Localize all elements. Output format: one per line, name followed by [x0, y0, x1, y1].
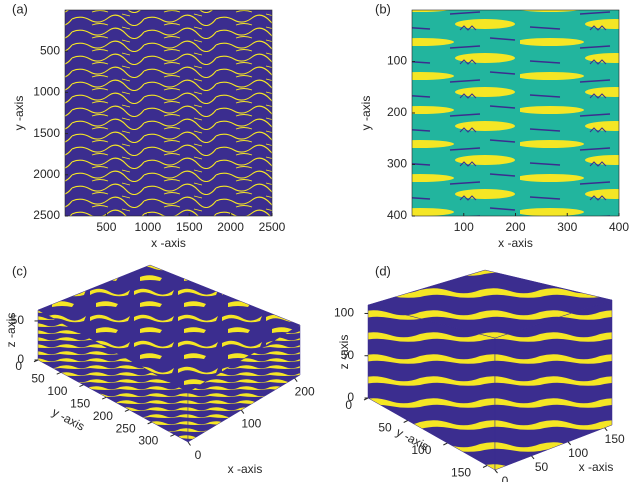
y-tick: [403, 420, 408, 423]
y-tick: [482, 465, 488, 468]
image-field: [64, 9, 273, 217]
x-tick-label: 1000: [134, 220, 161, 234]
x-tick-label: 2500: [259, 220, 286, 234]
z-tick-label: 50: [11, 313, 25, 327]
y-tick-label: 1000: [33, 85, 60, 99]
x-tick-label: 200: [295, 384, 315, 398]
volume-top-face: [367, 269, 613, 339]
z-tick-label: 100: [334, 306, 354, 320]
image-field: [411, 9, 620, 217]
y-tick-label: 500: [40, 43, 60, 57]
y-axis-label: y -axis: [12, 96, 26, 131]
x-tick-label: 300: [557, 220, 577, 234]
x-tick-label: 2000: [217, 220, 244, 234]
x-axis-label: x -axis: [579, 460, 614, 474]
panel-label: (c): [12, 263, 27, 278]
y-tick-label: 50: [378, 421, 392, 435]
y-tick: [101, 396, 107, 400]
x-tick: [567, 441, 572, 446]
x-tick-label: 1500: [176, 220, 203, 234]
x-tick: [604, 427, 608, 432]
panel-label: (a): [12, 1, 28, 16]
x-axis-label: x -axis: [151, 236, 186, 250]
x-axis-label: x -axis: [228, 462, 263, 476]
x-tick: [240, 409, 245, 414]
y-tick-label: 300: [387, 157, 407, 171]
x-tick-label: 100: [568, 446, 588, 460]
y-tick-label: 2000: [33, 167, 60, 181]
panel-label: (d): [375, 263, 391, 278]
y-tick: [147, 421, 152, 425]
x-tick: [531, 455, 535, 460]
volume-top-face: [37, 264, 301, 393]
x-tick: [294, 377, 298, 382]
y-tick-label: 200: [387, 105, 407, 119]
y-tick-label: 100: [47, 384, 67, 398]
y-tick-label: 2500: [33, 208, 60, 222]
y-tick-label: 300: [138, 434, 158, 448]
y-tick: [124, 409, 130, 412]
y-tick-label: 1500: [33, 126, 60, 140]
y-tick-label: 50: [31, 372, 45, 386]
y-tick-label: 100: [411, 443, 431, 457]
x-tick-label: 150: [605, 432, 625, 446]
x-axis-label: x -axis: [498, 236, 533, 250]
y-tick: [79, 384, 84, 388]
x-tick-label: 0: [195, 448, 202, 462]
y-tick-label: 100: [387, 54, 407, 68]
x-tick-label: 100: [454, 220, 474, 234]
y-tick-label: 200: [93, 409, 113, 423]
x-tick-label: 500: [96, 220, 116, 234]
y-tick: [443, 442, 448, 446]
x-tick-label: 400: [609, 220, 629, 234]
y-tick-label: 0: [345, 398, 352, 412]
x-tick-label: 100: [241, 416, 261, 430]
y-tick-label: 150: [70, 396, 90, 410]
x-tick: [187, 441, 191, 446]
panel-label: (b): [375, 1, 391, 16]
y-tick-label: 0: [15, 359, 22, 373]
y-tick-label: 150: [451, 466, 471, 480]
x-tick-label: 0: [502, 474, 509, 482]
x-tick-label: 50: [535, 460, 549, 474]
y-tick: [56, 371, 61, 375]
z-tick-label: 50: [341, 348, 355, 362]
y-tick: [170, 434, 175, 437]
y-axis-label: y -axis: [359, 96, 373, 131]
y-tick-label: 250: [116, 421, 136, 435]
x-tick: [494, 469, 498, 474]
x-tick-label: 200: [505, 220, 525, 234]
z-tick-label: 0: [17, 352, 24, 366]
y-tick-label: 400: [387, 208, 407, 222]
z-axis-label: z -axis: [337, 335, 351, 370]
z-tick-label: 0: [347, 390, 354, 404]
z-axis-label: z -axis: [4, 313, 18, 348]
